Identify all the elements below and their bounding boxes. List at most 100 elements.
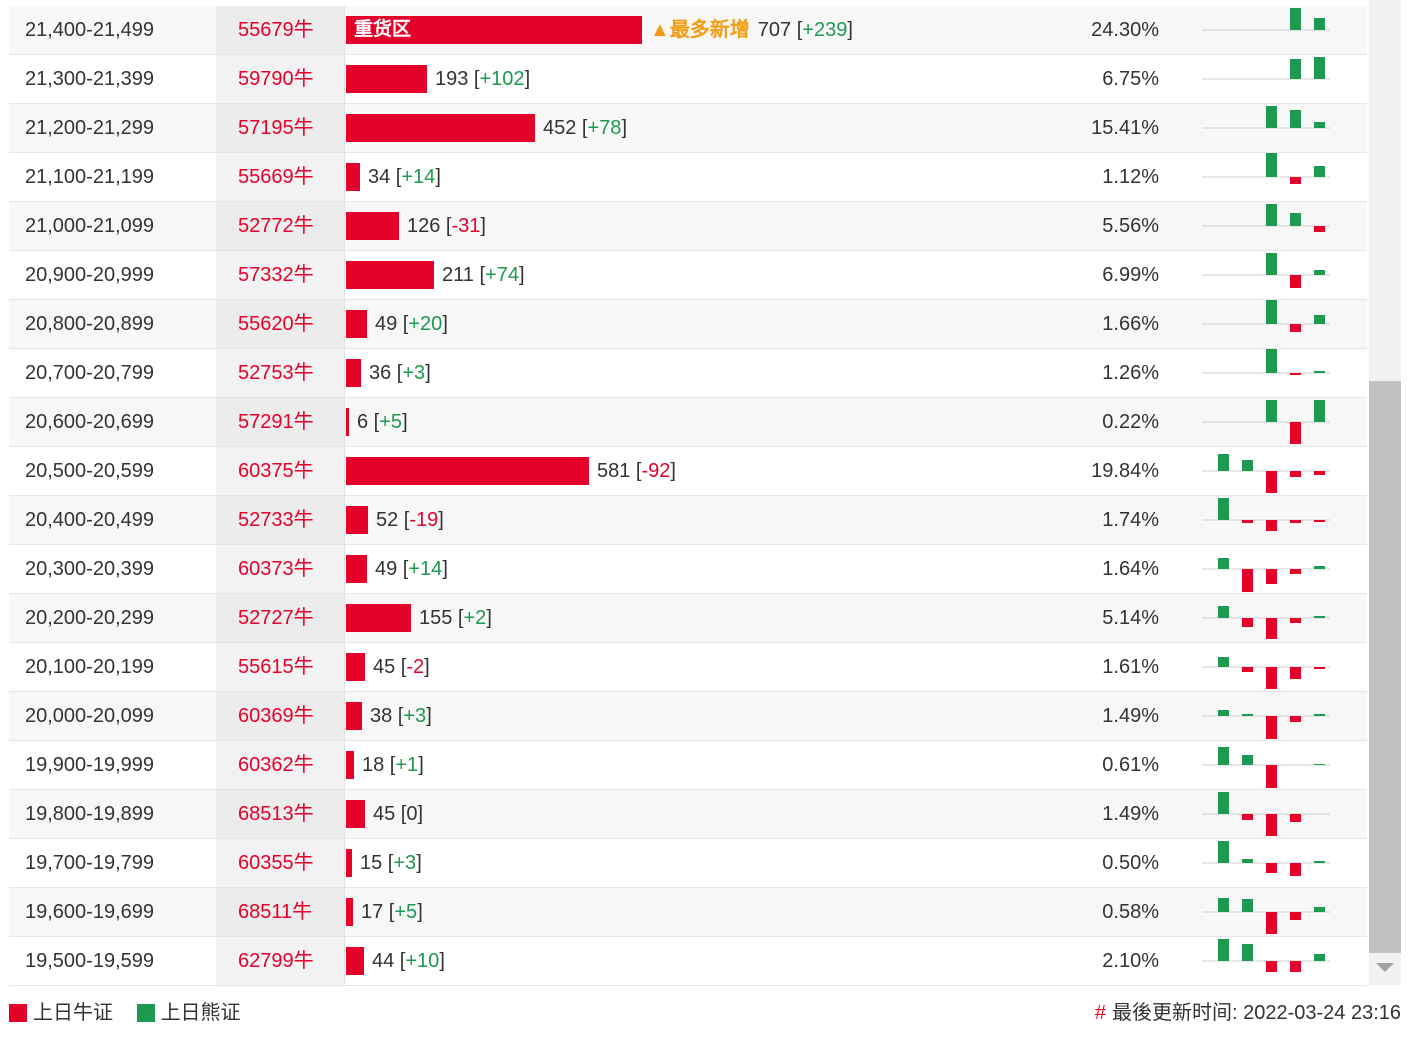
price-range: 20,800-20,899 — [25, 313, 155, 335]
cbbc-code-link[interactable]: 52733牛 — [238, 509, 314, 531]
table-row[interactable]: 19,500-19,599 62799牛 44 [+10] 2.10% — [9, 937, 1367, 986]
count-value: 52 — [376, 509, 399, 531]
percentage: 1.74% — [1102, 509, 1159, 531]
cbbc-code-link[interactable]: 52727牛 — [238, 607, 314, 629]
cbbc-code-link[interactable]: 57195牛 — [238, 117, 314, 139]
table-row[interactable]: 21,100-21,199 55669牛 34 [+14] 1.12% — [9, 153, 1367, 202]
trend-sparkline — [1202, 106, 1330, 129]
scrollbar-thumb[interactable] — [1369, 381, 1401, 953]
cbbc-code-link[interactable]: 60355牛 — [238, 852, 314, 874]
table-row[interactable]: 19,900-19,999 60362牛 18 [+1] 0.61% — [9, 741, 1367, 790]
percentage: 0.58% — [1102, 901, 1159, 923]
price-range: 20,700-20,799 — [25, 362, 155, 384]
sparkline-bar — [1314, 270, 1325, 275]
cbbc-code-link[interactable]: 59790牛 — [238, 68, 314, 90]
table-row[interactable]: 20,300-20,399 60373牛 49 [+14] 1.64% — [9, 545, 1367, 594]
sparkline-bar — [1218, 606, 1229, 618]
percentage: 0.22% — [1102, 411, 1159, 433]
sparkline-bar — [1290, 814, 1301, 822]
column-divider — [344, 153, 345, 201]
count-value: 15 — [360, 852, 383, 874]
count-change: -92 — [641, 460, 671, 482]
count-change: +2 — [463, 607, 487, 629]
sparkline-bar — [1218, 657, 1229, 667]
table-row[interactable]: 20,700-20,799 52753牛 36 [+3] 1.26% — [9, 349, 1367, 398]
column-divider — [344, 545, 345, 593]
table-row[interactable]: 20,600-20,699 57291牛 6 [+5] 0.22% — [9, 398, 1367, 447]
table-row[interactable]: 21,300-21,399 59790牛 193 [+102] 6.75% — [9, 55, 1367, 104]
volume-bar — [346, 310, 367, 338]
cbbc-code-link[interactable]: 55615牛 — [238, 656, 314, 678]
table-row[interactable]: 19,800-19,899 68513牛 45 [0] 1.49% — [9, 790, 1367, 839]
cbbc-code-link[interactable]: 68513牛 — [238, 803, 314, 825]
column-divider — [344, 496, 345, 544]
table-row[interactable]: 19,700-19,799 60355牛 15 [+3] 0.50% — [9, 839, 1367, 888]
cbbc-code-link[interactable]: 57291牛 — [238, 411, 314, 433]
cbbc-code-link[interactable]: 62799牛 — [238, 950, 314, 972]
table-row[interactable]: 20,800-20,899 55620牛 49 [+20] 1.66% — [9, 300, 1367, 349]
cbbc-code-link[interactable]: 52772牛 — [238, 215, 314, 237]
table-row[interactable]: 21,000-21,099 52772牛 126 [-31] 5.56% — [9, 202, 1367, 251]
code-cell-bg — [216, 6, 344, 54]
cbbc-code-link[interactable]: 55679牛 — [238, 19, 314, 41]
cbbc-code-link[interactable]: 60369牛 — [238, 705, 314, 727]
count-cell: 18 [+1] — [362, 754, 424, 776]
sparkline-bar — [1266, 765, 1277, 788]
count-change: -31 — [451, 215, 481, 237]
table-row[interactable]: 21,400-21,499 55679牛 重货区 ▲最多新增 707 [+239] 24.… — [9, 6, 1367, 55]
code-cell-bg — [216, 349, 344, 397]
last-updated-text: 最後更新时间: 2022-03-24 23:16 — [1111, 1002, 1401, 1024]
table-row[interactable]: 19,600-19,699 68511牛 17 [+5] 0.58% — [9, 888, 1367, 937]
table-row[interactable]: 20,200-20,299 52727牛 155 [+2] 5.14% — [9, 594, 1367, 643]
sparkline-bar — [1266, 300, 1277, 324]
sparkline-bar — [1242, 667, 1253, 672]
volume-bar — [346, 212, 399, 240]
column-divider — [344, 104, 345, 152]
table-row[interactable]: 20,100-20,199 55615牛 45 [-2] 1.61% — [9, 643, 1367, 692]
cbbc-code-link[interactable]: 52753牛 — [238, 362, 314, 384]
sparkline-bar — [1290, 373, 1301, 375]
trend-sparkline — [1202, 657, 1330, 689]
last-updated: # 最後更新时间: 2022-03-24 23:16 — [1095, 1000, 1401, 1026]
price-range: 21,300-21,399 — [25, 68, 155, 90]
code-cell-bg — [216, 643, 344, 691]
cbbc-code-link[interactable]: 60362牛 — [238, 754, 314, 776]
trend-sparkline — [1202, 153, 1330, 184]
table-row[interactable]: 20,000-20,099 60369牛 38 [+3] 1.49% — [9, 692, 1367, 741]
sparkline-bar — [1266, 814, 1277, 836]
table-row[interactable]: 20,500-20,599 60375牛 581 [-92] 19.84% — [9, 447, 1367, 496]
sparkline-bar — [1290, 520, 1301, 523]
code-cell-bg — [216, 55, 344, 103]
price-range: 20,100-20,199 — [25, 656, 155, 678]
table-row[interactable]: 20,400-20,499 52733牛 52 [-19] 1.74% — [9, 496, 1367, 545]
cbbc-code-link[interactable]: 55620牛 — [238, 313, 314, 335]
bear-swatch-icon — [136, 1004, 155, 1022]
cbbc-code-link[interactable]: 55669牛 — [238, 166, 314, 188]
column-divider — [344, 398, 345, 446]
cbbc-code-link[interactable]: 68511牛 — [238, 901, 313, 923]
sparkline-bar — [1290, 8, 1301, 30]
sparkline-bar — [1218, 939, 1229, 961]
scroll-down-arrow-icon[interactable] — [1376, 963, 1394, 972]
count-change: +74 — [485, 264, 519, 286]
count-cell: 193 [+102] — [435, 68, 531, 90]
table-row[interactable]: 21,200-21,299 57195牛 452 [+78] 15.41% — [9, 104, 1367, 153]
column-divider — [344, 937, 345, 985]
cbbc-code-link[interactable]: 57332牛 — [238, 264, 314, 286]
cbbc-code-link[interactable]: 60375牛 — [238, 460, 314, 482]
sparkline-bar — [1266, 253, 1277, 275]
price-range: 20,500-20,599 — [25, 460, 155, 482]
column-divider — [344, 692, 345, 740]
code-cell-bg — [216, 692, 344, 740]
sparkline-bar — [1242, 569, 1253, 592]
volume-bar — [346, 457, 589, 485]
column-divider — [344, 300, 345, 348]
table-row[interactable]: 20,900-20,999 57332牛 211 [+74] 6.99% — [9, 251, 1367, 300]
count-change: +239 — [802, 19, 848, 41]
price-range: 19,900-19,999 — [25, 754, 155, 776]
count-value: 45 — [373, 803, 396, 825]
cbbc-code-link[interactable]: 60373牛 — [238, 558, 314, 580]
column-divider — [344, 741, 345, 789]
volume-bar — [346, 898, 353, 926]
percentage: 1.12% — [1102, 166, 1159, 188]
